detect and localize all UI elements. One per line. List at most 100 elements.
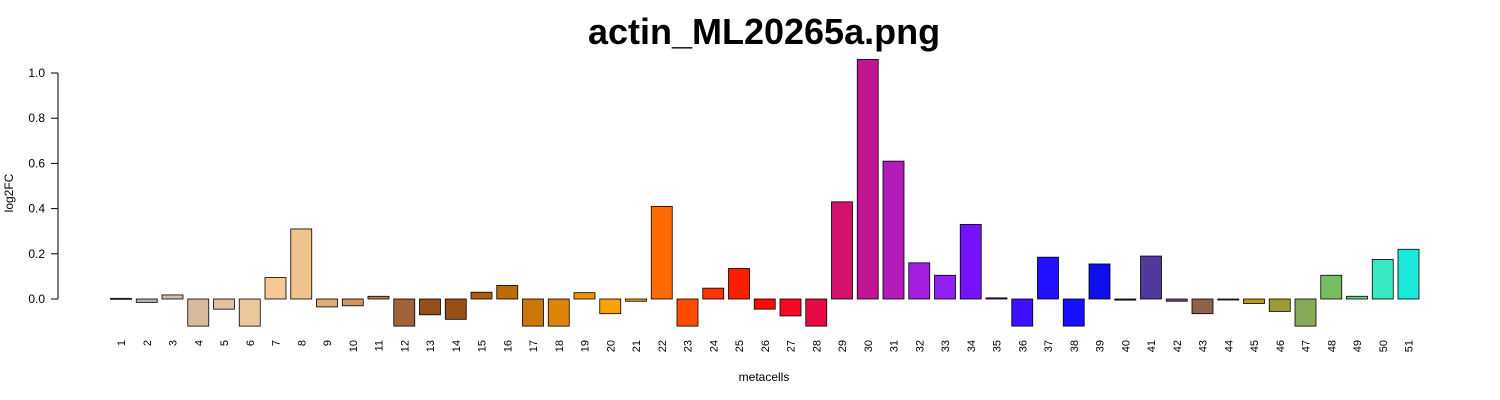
bar-metacell-11 bbox=[367, 295, 390, 300]
x-tick-label: 5 bbox=[219, 340, 231, 346]
bar-metacell-18 bbox=[547, 298, 570, 327]
x-tick-label: 32 bbox=[914, 340, 926, 352]
bar-metacell-24 bbox=[702, 287, 725, 300]
x-tick-label: 18 bbox=[554, 340, 566, 352]
x-tick-label: 15 bbox=[477, 340, 489, 352]
x-tick-label: 38 bbox=[1069, 340, 1081, 352]
bar-metacell-35 bbox=[985, 297, 1008, 300]
x-tick-label: 33 bbox=[940, 340, 952, 352]
bar-metacell-22 bbox=[650, 205, 673, 300]
y-axis-label: log2FC bbox=[2, 173, 16, 212]
bar-metacell-34 bbox=[959, 224, 982, 300]
bar-metacell-2 bbox=[135, 298, 158, 303]
bar-metacell-19 bbox=[573, 292, 596, 300]
bar-metacell-39 bbox=[1088, 263, 1111, 300]
bar-metacell-26 bbox=[753, 298, 776, 310]
bar-metacell-16 bbox=[496, 285, 519, 300]
x-tick-label: 9 bbox=[322, 340, 334, 346]
x-tick-label: 1 bbox=[116, 340, 128, 346]
bar-metacell-23 bbox=[676, 298, 699, 327]
x-tick-label: 12 bbox=[399, 340, 411, 352]
x-tick-label: 36 bbox=[1017, 340, 1029, 352]
bar-metacell-20 bbox=[599, 298, 622, 315]
bar-metacell-46 bbox=[1268, 298, 1291, 312]
x-tick-label: 30 bbox=[863, 340, 875, 352]
y-tick-label: 0.8 bbox=[28, 111, 45, 125]
x-tick-label: 2 bbox=[142, 340, 154, 346]
x-tick-label: 31 bbox=[889, 340, 901, 352]
bar-metacell-28 bbox=[805, 298, 828, 327]
bar-metacell-32 bbox=[908, 262, 931, 300]
bar-metacell-37 bbox=[1037, 256, 1059, 300]
bar-metacell-36 bbox=[1011, 298, 1034, 327]
y-tick-label: 0.6 bbox=[28, 156, 45, 170]
bar-metacell-14 bbox=[444, 298, 467, 320]
x-tick-label: 42 bbox=[1172, 340, 1184, 352]
x-tick-label: 39 bbox=[1095, 340, 1107, 352]
y-tick-label: 0.4 bbox=[28, 202, 45, 216]
bars-group bbox=[110, 59, 1420, 327]
x-tick-label: 10 bbox=[348, 340, 360, 352]
bar-metacell-42 bbox=[1165, 298, 1188, 302]
bar-metacell-9 bbox=[316, 298, 338, 308]
x-tick-label: 23 bbox=[683, 340, 695, 352]
x-tick-label: 6 bbox=[245, 340, 257, 346]
x-tick-label: 8 bbox=[296, 340, 308, 346]
x-tick-label: 46 bbox=[1275, 340, 1287, 352]
bar-metacell-51 bbox=[1397, 248, 1420, 300]
x-tick-label: 41 bbox=[1146, 340, 1158, 352]
x-tick-label: 11 bbox=[374, 340, 386, 351]
bar-metacell-17 bbox=[522, 298, 544, 327]
bar-metacell-30 bbox=[856, 59, 879, 300]
bar-metacell-31 bbox=[882, 160, 905, 300]
x-tick-label: 43 bbox=[1198, 340, 1210, 352]
x-tick-label: 35 bbox=[992, 340, 1004, 352]
bar-metacell-4 bbox=[187, 298, 210, 327]
bar-metacell-50 bbox=[1371, 259, 1394, 300]
y-tick-label: 1.0 bbox=[28, 66, 45, 80]
x-tick-label: 25 bbox=[734, 340, 746, 352]
x-tick-label: 19 bbox=[580, 340, 592, 352]
x-tick-label: 21 bbox=[631, 340, 643, 352]
y-tick-label: 0.0 bbox=[28, 292, 45, 306]
x-tick-label: 22 bbox=[657, 340, 669, 352]
bar-metacell-3 bbox=[161, 294, 184, 300]
chart-title: actin_ML20265a.png bbox=[588, 11, 940, 52]
x-tick-label: 47 bbox=[1301, 340, 1313, 352]
bar-metacell-7 bbox=[264, 277, 287, 300]
x-tick-label: 24 bbox=[708, 340, 720, 352]
bar-metacell-1 bbox=[110, 297, 132, 300]
x-tick-label: 48 bbox=[1326, 340, 1338, 352]
bar-metacell-29 bbox=[831, 201, 853, 300]
x-tick-label: 20 bbox=[605, 340, 617, 352]
bar-metacell-47 bbox=[1294, 298, 1317, 327]
bar-metacell-41 bbox=[1140, 255, 1162, 300]
x-tick-label: 28 bbox=[811, 340, 823, 352]
x-tick-label: 34 bbox=[966, 340, 978, 352]
bar-metacell-48 bbox=[1320, 274, 1343, 300]
bar-metacell-45 bbox=[1243, 298, 1265, 304]
x-tick-label: 45 bbox=[1249, 340, 1261, 352]
x-tick-label: 44 bbox=[1223, 340, 1235, 352]
bar-metacell-49 bbox=[1346, 295, 1368, 300]
bar-metacell-38 bbox=[1062, 298, 1085, 327]
x-tick-label: 29 bbox=[837, 340, 849, 352]
x-tick-labels: 1 2 3 4 5 6 7 8 9 10 11 12 13 14 15 16 17 18 19 20 21 22 23 24 2… bbox=[116, 340, 1416, 352]
x-tick-label: 4 bbox=[193, 340, 205, 346]
y-axis: 0.0 0.2 0.4 0.6 0.8 1.0 bbox=[28, 66, 59, 306]
bar-metacell-44 bbox=[1217, 298, 1240, 301]
x-tick-label: 3 bbox=[168, 340, 180, 346]
x-tick-label: 14 bbox=[451, 340, 463, 352]
bar-metacell-15 bbox=[470, 291, 493, 300]
x-tick-label: 37 bbox=[1043, 340, 1055, 352]
bar-metacell-25 bbox=[728, 268, 750, 300]
x-tick-label: 16 bbox=[502, 340, 514, 352]
bar-metacell-21 bbox=[625, 298, 647, 302]
bar-metacell-5 bbox=[213, 298, 235, 310]
bar-metacell-27 bbox=[779, 298, 802, 317]
bar-metacell-40 bbox=[1114, 298, 1137, 301]
x-tick-label: 26 bbox=[760, 340, 772, 352]
x-tick-label: 40 bbox=[1120, 340, 1132, 352]
